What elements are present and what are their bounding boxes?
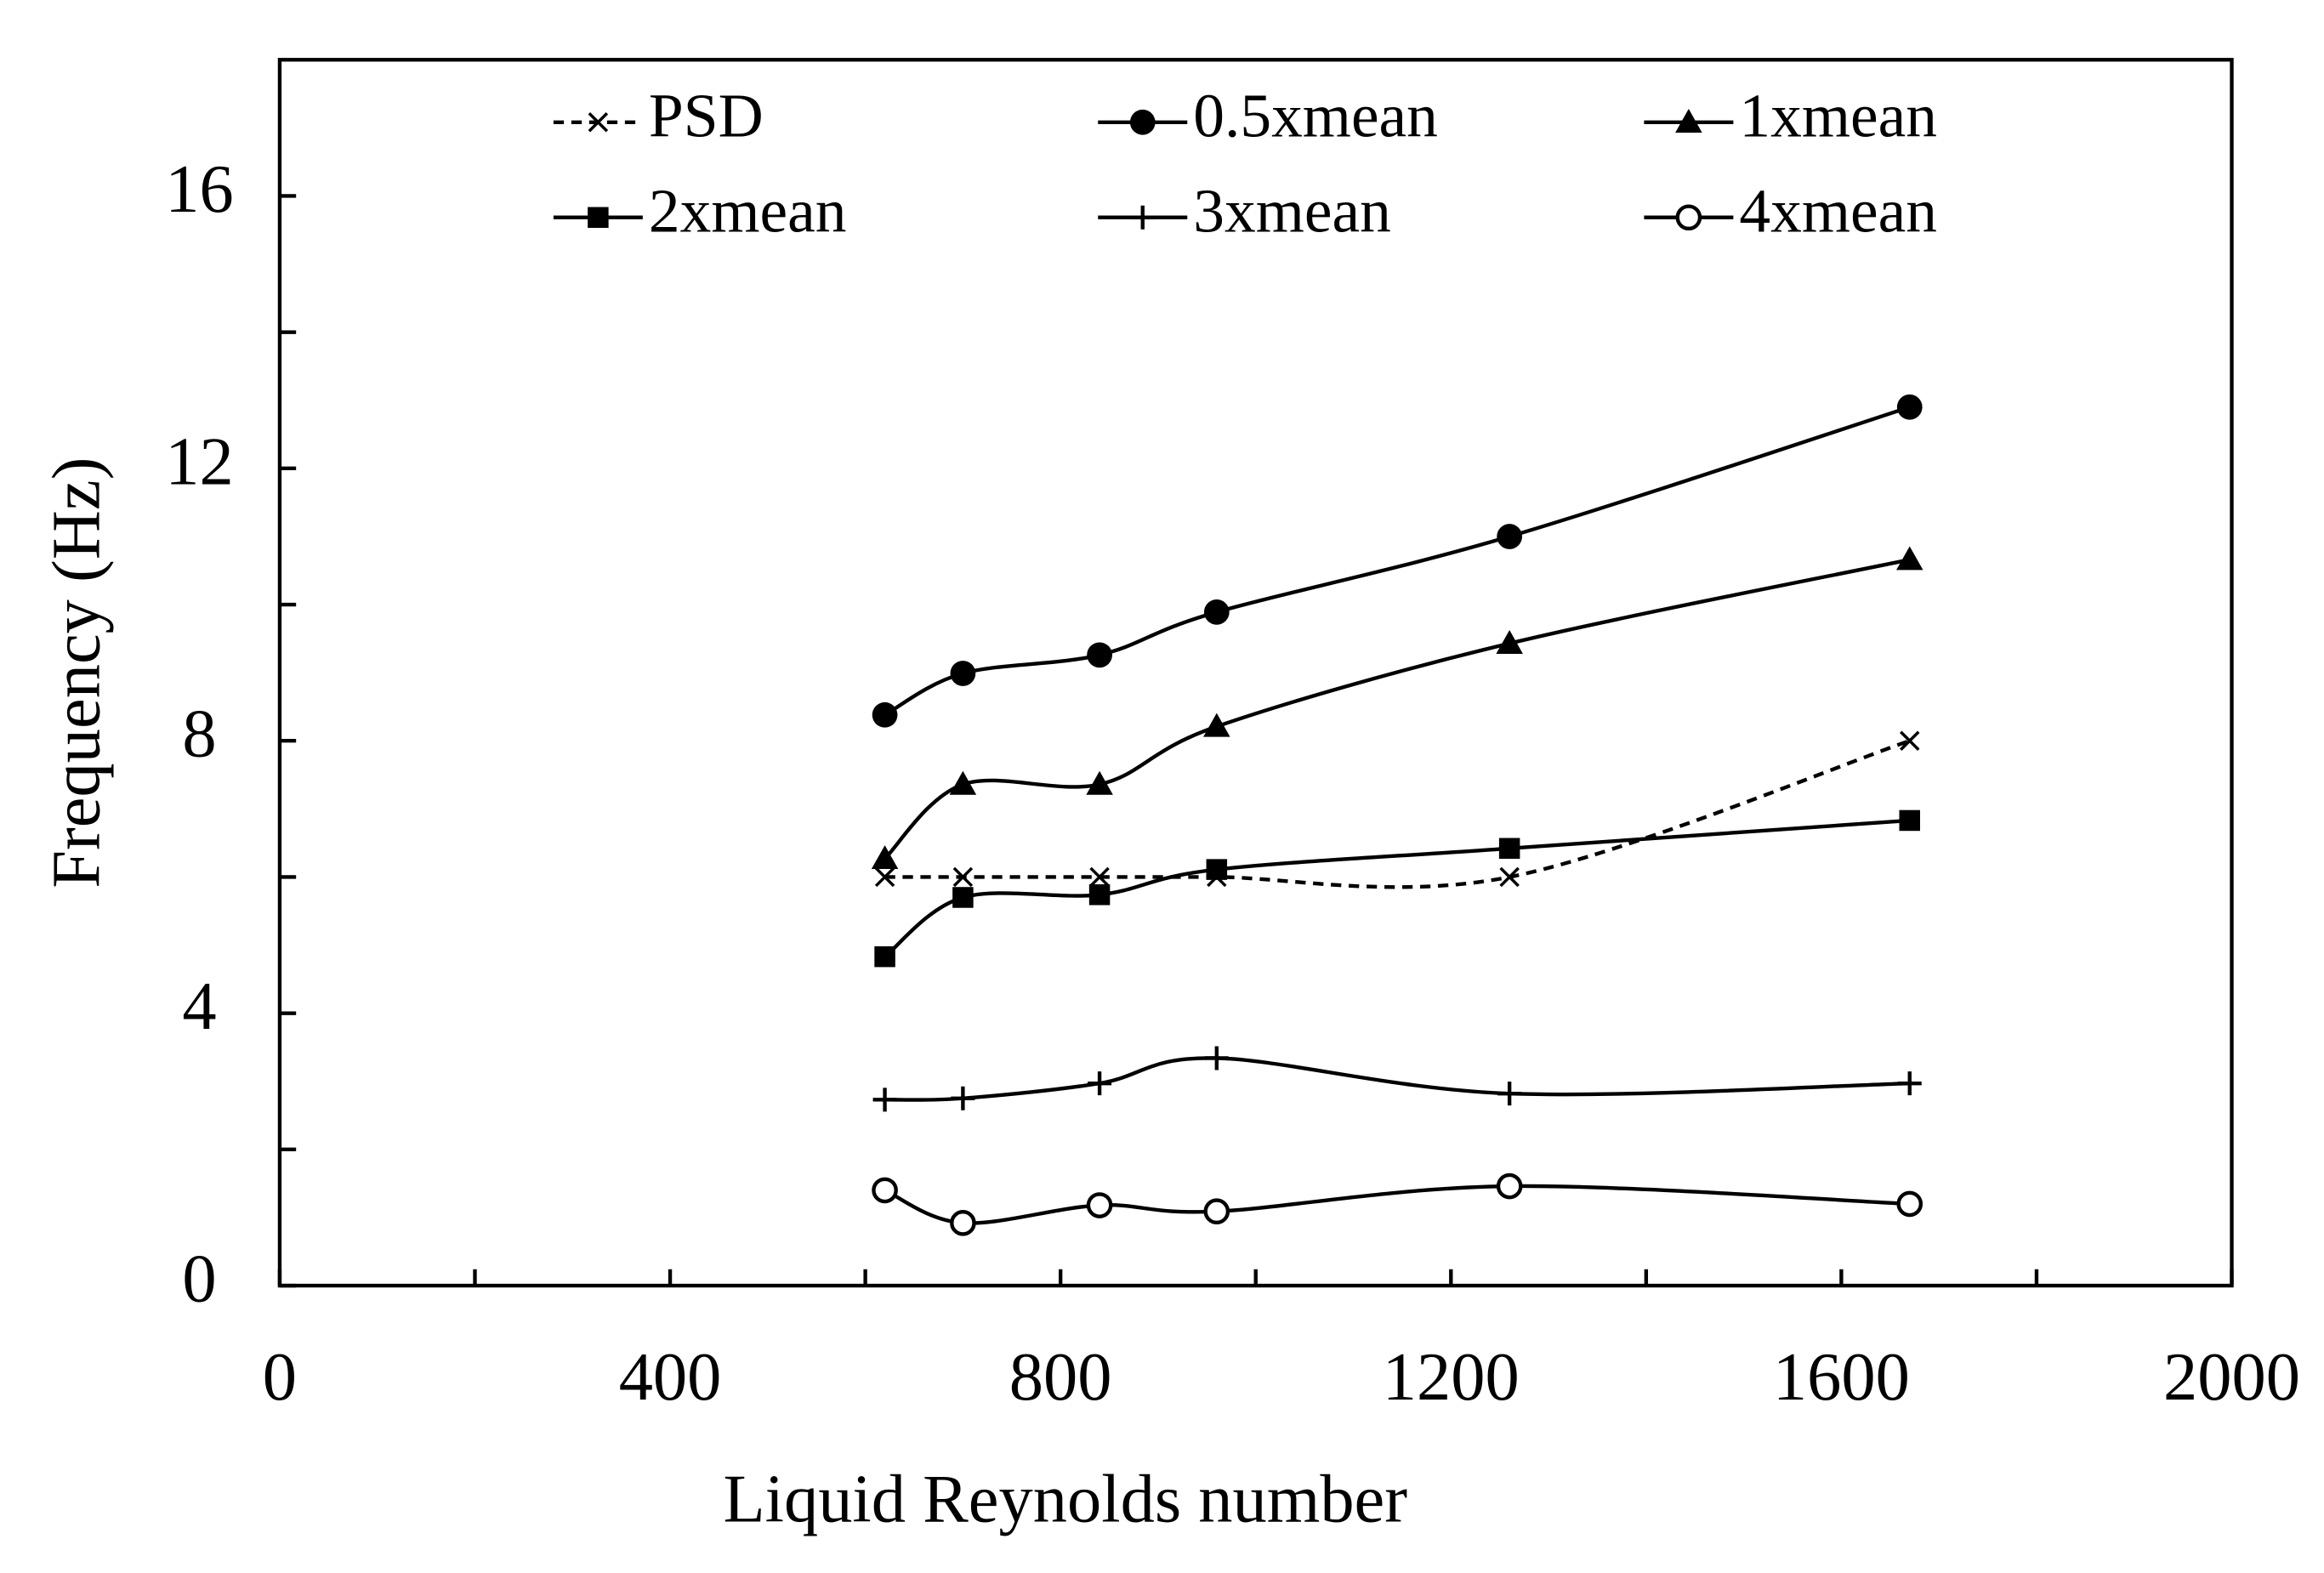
marker	[872, 1177, 898, 1204]
marker	[1498, 838, 1520, 860]
series-line	[884, 1184, 1910, 1225]
marker	[1496, 1173, 1523, 1200]
legend-label: PSD	[649, 82, 764, 150]
marker	[1499, 866, 1520, 888]
marker	[874, 866, 895, 888]
x-axis-label: Liquid Reynolds number	[723, 1461, 1407, 1536]
legend-label: 0.5xmean	[1193, 82, 1438, 150]
legend-label: 2xmean	[649, 177, 847, 246]
marker	[1496, 629, 1523, 654]
marker	[1203, 599, 1230, 625]
marker	[1206, 859, 1228, 880]
x-tick-label: 1200	[1383, 1339, 1520, 1415]
marker	[949, 770, 977, 795]
y-tick-label: 12	[165, 423, 233, 499]
marker	[1899, 809, 1920, 832]
marker	[1675, 109, 1702, 133]
marker	[950, 661, 976, 686]
marker	[1088, 884, 1111, 906]
marker	[872, 701, 898, 728]
marker	[1203, 713, 1230, 737]
marker	[871, 845, 899, 870]
series-line	[884, 739, 1911, 889]
marker	[1497, 1082, 1522, 1106]
marker	[1675, 204, 1702, 231]
y-tick-label: 0	[182, 1241, 216, 1316]
marker	[1897, 1071, 1922, 1096]
series-line	[884, 558, 1911, 860]
marker	[588, 112, 609, 133]
marker	[1086, 770, 1113, 795]
x-tick-label: 2000	[2163, 1339, 2300, 1415]
marker	[952, 866, 974, 888]
x-tick-label: 800	[1009, 1339, 1112, 1415]
series-line	[884, 818, 1910, 958]
x-tick-label: 0	[263, 1339, 297, 1415]
marker	[588, 207, 609, 228]
marker	[1900, 730, 1920, 751]
marker	[1087, 642, 1112, 668]
marker	[951, 1086, 975, 1110]
series-line	[884, 405, 1911, 717]
marker	[872, 1087, 897, 1112]
marker	[1896, 1190, 1923, 1218]
legend-label: 3xmean	[1193, 177, 1391, 246]
marker	[1497, 524, 1523, 549]
y-tick-label: 4	[182, 968, 216, 1044]
marker	[1089, 866, 1110, 888]
y-axis-label: Frequency (Hz)	[38, 457, 114, 889]
marker	[1896, 546, 1923, 571]
marker	[1204, 1046, 1229, 1070]
legend-label: 1xmean	[1739, 82, 1937, 150]
y-tick-label: 16	[165, 151, 233, 227]
marker	[1130, 205, 1155, 230]
marker	[1129, 109, 1156, 135]
x-tick-label: 1600	[1773, 1339, 1910, 1415]
marker	[1203, 1198, 1230, 1225]
marker	[952, 887, 974, 908]
series-line	[884, 1056, 1910, 1102]
legend-label: 4xmean	[1739, 177, 1937, 246]
marker	[1896, 394, 1923, 420]
y-tick-label: 8	[182, 696, 216, 772]
marker	[950, 1210, 976, 1236]
x-tick-label: 400	[619, 1339, 722, 1415]
marker	[1088, 1071, 1112, 1096]
marker	[874, 946, 895, 968]
marker	[1086, 1192, 1113, 1218]
